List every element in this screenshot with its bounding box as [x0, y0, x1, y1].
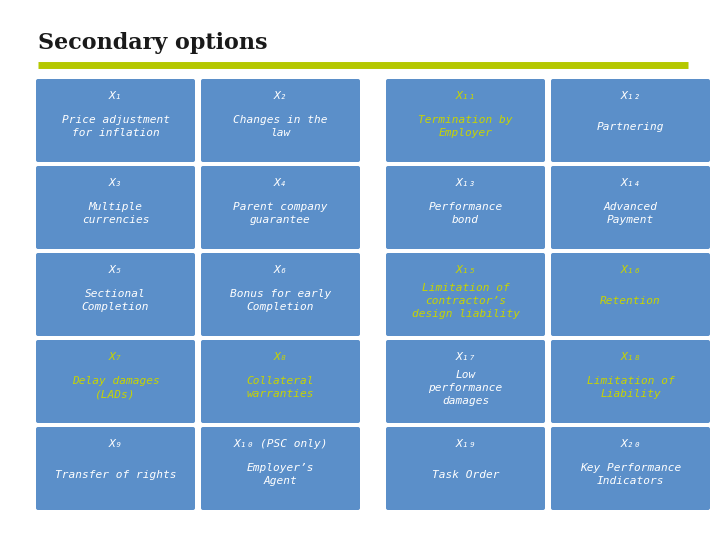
Text: Limitation of
Liability: Limitation of Liability — [587, 376, 675, 399]
Text: Secondary options: Secondary options — [38, 32, 268, 54]
Text: Termination by
Employer: Termination by Employer — [418, 116, 513, 138]
Text: X₇: X₇ — [109, 352, 122, 362]
Text: Parent company
guarantee: Parent company guarantee — [233, 202, 328, 225]
Text: Delay damages
(LADs): Delay damages (LADs) — [71, 376, 159, 399]
Text: X₉: X₉ — [109, 439, 122, 449]
Text: Employer’s
Agent: Employer’s Agent — [247, 463, 314, 486]
Text: X₁₅: X₁₅ — [455, 265, 476, 275]
Text: Key Performance
Indicators: Key Performance Indicators — [580, 463, 681, 486]
FancyBboxPatch shape — [36, 427, 195, 510]
Text: Price adjustment
for inflation: Price adjustment for inflation — [61, 116, 169, 138]
FancyBboxPatch shape — [551, 79, 710, 162]
FancyBboxPatch shape — [551, 340, 710, 423]
FancyBboxPatch shape — [36, 340, 195, 423]
Text: X₃: X₃ — [109, 178, 122, 188]
FancyBboxPatch shape — [386, 340, 545, 423]
Text: X₁₉: X₁₉ — [455, 439, 476, 449]
FancyBboxPatch shape — [551, 166, 710, 249]
Text: X₁₂: X₁₂ — [621, 91, 641, 101]
Text: X₁₀ (PSC only): X₁₀ (PSC only) — [233, 439, 328, 449]
Text: X₁₃: X₁₃ — [455, 178, 476, 188]
FancyBboxPatch shape — [201, 79, 360, 162]
Text: Collateral
warranties: Collateral warranties — [247, 376, 314, 399]
Text: Bonus for early
Completion: Bonus for early Completion — [230, 289, 331, 312]
Text: Low
performance
damages: Low performance damages — [428, 370, 503, 406]
Text: Partnering: Partnering — [597, 122, 665, 132]
FancyBboxPatch shape — [551, 427, 710, 510]
FancyBboxPatch shape — [201, 340, 360, 423]
Text: Limitation of
contractor’s
design liability: Limitation of contractor’s design liabil… — [412, 283, 520, 319]
Text: Multiple
currencies: Multiple currencies — [82, 202, 149, 225]
Text: X₁₁: X₁₁ — [455, 91, 476, 101]
Text: Transfer of rights: Transfer of rights — [55, 470, 176, 480]
FancyBboxPatch shape — [386, 166, 545, 249]
Text: X₁₆: X₁₆ — [621, 265, 641, 275]
Text: Changes in the
law: Changes in the law — [233, 116, 328, 138]
Text: X₂: X₂ — [274, 91, 287, 101]
Text: Task Order: Task Order — [432, 470, 499, 480]
Text: X₁: X₁ — [109, 91, 122, 101]
FancyBboxPatch shape — [386, 79, 545, 162]
Text: X₂₀: X₂₀ — [621, 439, 641, 449]
Text: Sectional
Completion: Sectional Completion — [82, 289, 149, 312]
FancyBboxPatch shape — [201, 427, 360, 510]
Text: X₁₄: X₁₄ — [621, 178, 641, 188]
FancyBboxPatch shape — [386, 253, 545, 336]
Text: X₅: X₅ — [109, 265, 122, 275]
Text: X₁₈: X₁₈ — [621, 352, 641, 362]
FancyBboxPatch shape — [36, 166, 195, 249]
Text: Retention: Retention — [600, 296, 661, 306]
FancyBboxPatch shape — [201, 166, 360, 249]
Text: Performance
bond: Performance bond — [428, 202, 503, 225]
FancyBboxPatch shape — [36, 79, 195, 162]
Text: X₄: X₄ — [274, 178, 287, 188]
FancyBboxPatch shape — [386, 427, 545, 510]
Text: X₈: X₈ — [274, 352, 287, 362]
FancyBboxPatch shape — [551, 253, 710, 336]
FancyBboxPatch shape — [36, 253, 195, 336]
Text: X₁₇: X₁₇ — [455, 352, 476, 362]
FancyBboxPatch shape — [201, 253, 360, 336]
Text: Advanced
Payment: Advanced Payment — [603, 202, 657, 225]
Text: X₆: X₆ — [274, 265, 287, 275]
